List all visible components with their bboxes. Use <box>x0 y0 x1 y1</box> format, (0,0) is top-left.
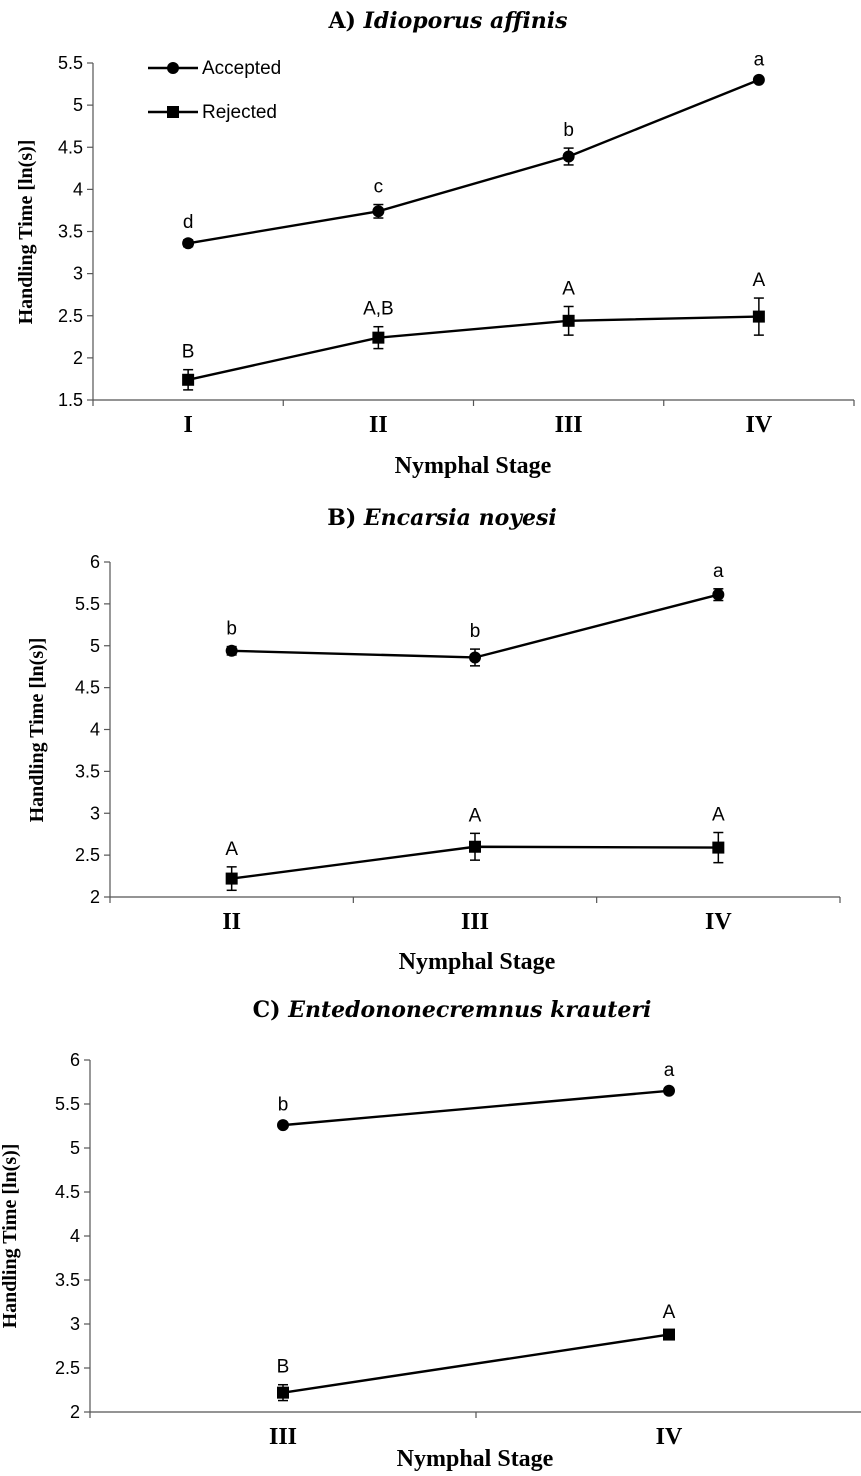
panel-b-y-tick-label: 2 <box>90 887 100 907</box>
panel-b-rejected-significance-label: A <box>469 805 482 826</box>
panel-c-accepted-significance-label: b <box>278 1094 289 1115</box>
panel-a-category-label: III <box>555 412 583 438</box>
panel-c: C) Entedononecremnus krauteri Handling T… <box>0 997 861 1472</box>
panel-b-accepted-point <box>712 588 725 601</box>
panel-b-y-tick-label: 2.5 <box>75 845 100 865</box>
panel-a-accepted-significance-label: b <box>563 120 574 141</box>
panel-c-accepted-point <box>663 1084 675 1097</box>
panel-a-y-tick-label: 4.5 <box>58 137 83 157</box>
panel-c-y-tick-label: 3 <box>70 1314 80 1334</box>
panel-c-y-tick-label: 5.5 <box>55 1094 80 1114</box>
panel-b-y-tick-label: 6 <box>90 552 100 572</box>
panel-c-category-label: IV <box>656 1424 683 1450</box>
panel-b-y-tick-label: 4 <box>90 720 100 740</box>
legend-rejected-marker <box>167 106 179 118</box>
legend: Accepted Rejected <box>148 58 281 123</box>
panel-a-rejected-line <box>187 315 759 381</box>
panel-c-y-tick-label: 4.5 <box>55 1182 80 1202</box>
panel-c-y-tick-label: 2.5 <box>55 1358 80 1378</box>
legend-item-accepted: Accepted <box>148 58 281 79</box>
panel-a-rejected-point <box>752 310 765 323</box>
panel-b-category-label: II <box>222 909 241 935</box>
panel-b-rejected-significance-label: A <box>225 839 238 860</box>
panel-a-y-tick-label: 5.5 <box>58 53 83 73</box>
panel-a-y-tick-label: 4 <box>73 179 83 199</box>
panel-b-accepted-significance-label: b <box>470 621 481 642</box>
panel-c-category-label: III <box>269 1424 297 1450</box>
panel-c-rejected-significance-label: B <box>277 1357 290 1378</box>
panel-a-y-tick-label: 2 <box>73 348 83 368</box>
panel-c-y-tick-label: 6 <box>70 1050 80 1070</box>
panel-a-y-tick-label: 3.5 <box>58 222 83 242</box>
panel-c-plot: 2 2.5 3 3.5 4 4.5 5 5.5 6 III IV b a B A <box>55 1050 861 1450</box>
panel-a-rejected-significance-label: A <box>753 270 766 291</box>
panel-a-accepted-point <box>752 73 765 86</box>
panel-a-y-tick-label: 2.5 <box>58 306 83 326</box>
panel-b-ylabel: Handling Time [ln(s)] <box>26 638 48 823</box>
panel-b: B) Encarsia noyesi Handling Time [ln(s)]… <box>26 505 841 975</box>
panel-c-y-tick-label: 3.5 <box>55 1270 80 1290</box>
panel-b-accepted-point <box>225 644 238 657</box>
panel-a-accepted-point <box>182 237 195 250</box>
panel-a-rejected-significance-label: A,B <box>363 299 394 320</box>
panel-a-accepted-significance-label: a <box>754 49 765 70</box>
panel-c-accepted-point <box>277 1119 289 1132</box>
legend-item-rejected: Rejected <box>148 102 277 123</box>
panel-a-category-label: I <box>183 412 192 438</box>
panel-c-rejected-significance-label: A <box>663 1302 676 1323</box>
panel-c-y-tick-label: 2 <box>70 1402 80 1422</box>
panel-b-y-tick-label: 4.5 <box>75 678 100 698</box>
panel-b-rejected-point <box>469 840 481 853</box>
panel-a-accepted-line <box>187 78 760 245</box>
panel-a-xlabel: Nymphal Stage <box>395 453 552 479</box>
panel-c-y-tick-label: 4 <box>70 1226 80 1246</box>
panel-c-title: C) Entedononecremnus krauteri <box>253 997 652 1023</box>
panel-b-rejected-point <box>225 872 238 885</box>
panel-a-accepted-point <box>372 205 385 218</box>
panel-a-y-tick-label: 5 <box>73 95 83 115</box>
panel-a-y-tick-label: 3 <box>73 264 83 284</box>
panel-b-accepted-significance-label: b <box>226 619 237 640</box>
panel-b-accepted-significance-label: a <box>713 561 724 582</box>
panel-b-accepted-point <box>469 651 481 664</box>
panel-c-y-tick-label: 5 <box>70 1138 80 1158</box>
panel-b-xlabel: Nymphal Stage <box>399 949 556 975</box>
panel-b-y-tick-label: 5 <box>90 636 100 656</box>
legend-accepted-label: Accepted <box>202 58 281 79</box>
panel-b-title: B) Encarsia noyesi <box>327 505 557 531</box>
panel-c-rejected-point <box>663 1328 675 1341</box>
panel-a-y-tick-label: 1.5 <box>58 390 83 410</box>
panel-c-rejected-line <box>282 1333 670 1394</box>
panel-a-rejected-point <box>372 331 385 344</box>
panel-c-xlabel: Nymphal Stage <box>397 1446 554 1472</box>
panel-c-accepted-significance-label: a <box>664 1060 675 1081</box>
panel-a-accepted-significance-label: d <box>183 212 194 233</box>
panel-a-rejected-significance-label: A <box>562 278 575 299</box>
panel-a-accepted-significance-label: c <box>374 177 384 198</box>
panel-b-rejected-significance-label: A <box>712 805 725 826</box>
panel-b-category-label: III <box>461 909 489 935</box>
panel-a-rejected-significance-label: B <box>182 342 195 363</box>
panel-a-category-label: II <box>369 412 388 438</box>
panel-a-accepted-point <box>562 150 575 163</box>
panel-b-y-tick-label: 3 <box>90 803 100 823</box>
panel-b-y-tick-label: 3.5 <box>75 761 100 781</box>
panel-b-category-label: IV <box>705 909 732 935</box>
panel-c-accepted-line <box>282 1089 670 1127</box>
panel-c-ylabel: Handling Time [ln(s)] <box>0 1144 21 1329</box>
panel-a-title: A) Idioporus affinis <box>327 8 567 34</box>
panel-a-category-label: IV <box>746 412 773 438</box>
panel-a-rejected-point <box>562 314 575 327</box>
legend-accepted-marker <box>167 62 179 74</box>
panel-a: A) Idioporus affinis Handling Time [ln(s… <box>15 8 855 479</box>
panel-b-rejected-point <box>712 841 725 854</box>
panel-c-rejected-point <box>277 1386 289 1399</box>
legend-rejected-label: Rejected <box>202 102 277 123</box>
panel-b-y-tick-label: 5.5 <box>75 594 100 614</box>
panel-a-rejected-point <box>182 373 195 386</box>
panel-a-ylabel: Handling Time [ln(s)] <box>15 140 37 325</box>
